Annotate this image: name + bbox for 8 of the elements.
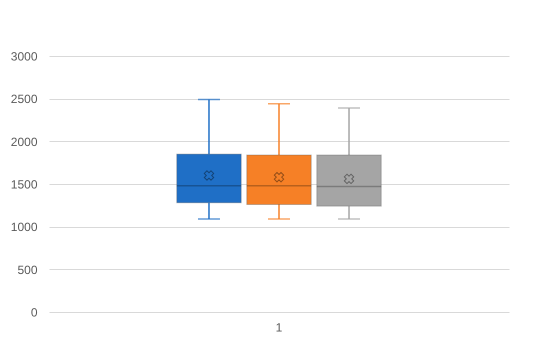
y-tick-label: 1500: [10, 178, 38, 192]
y-tick-label: 1000: [10, 220, 38, 234]
x-tick-label: 1: [276, 320, 283, 334]
y-tick-label: 0: [30, 306, 38, 320]
y-tick-label: 2500: [10, 92, 38, 106]
y-tick-label: 3000: [10, 50, 38, 64]
y-tick-label: 500: [17, 262, 38, 277]
y-tick-label: 2000: [10, 134, 38, 149]
